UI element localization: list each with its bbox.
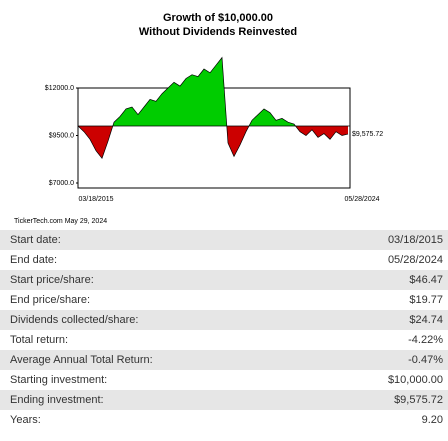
chart-subtitle: Without Dividends Reinvested: [139, 26, 297, 38]
table-row: Start date: 03/18/2015: [0, 230, 448, 250]
summary-table: Start date: 03/18/2015 End date: 05/28/2024…: [0, 230, 448, 430]
value-label: $9,575.72: [352, 131, 383, 138]
x-tick-label: 03/18/2015: [78, 196, 113, 203]
row-value: 05/28/2024: [387, 254, 443, 266]
row-label: Years:: [10, 414, 41, 426]
table-row: Dividends collected/share: $24.74: [0, 310, 448, 330]
row-label: Starting investment:: [10, 374, 108, 386]
area: [78, 57, 348, 159]
row-value: $24.74: [409, 314, 443, 326]
y-tick-label: $12000.0: [45, 85, 74, 92]
row-label: Start price/share:: [10, 274, 94, 286]
chart: Growth of $10,000.00 Without Dividends R…: [14, 12, 383, 225]
row-value: 9.20: [421, 414, 443, 426]
x-tick-label: 05/28/2024: [344, 196, 379, 203]
table-row: Years: 9.20: [0, 410, 448, 430]
row-label: Start date:: [10, 234, 61, 246]
row-value: $9,575.72: [394, 394, 443, 406]
row-value: 03/18/2015: [387, 234, 443, 246]
y-tick-label: $7000.0: [49, 180, 74, 187]
table-row: Total return: -4.22%: [0, 330, 448, 350]
row-value: $19.77: [409, 294, 443, 306]
row-value: -0.47%: [408, 354, 443, 366]
row-value: -4.22%: [408, 334, 443, 346]
row-label: End date:: [10, 254, 58, 266]
line: [77, 56, 349, 160]
table-row: End price/share: $19.77: [0, 290, 448, 310]
table-row: Ending investment: $9,575.72: [0, 390, 448, 410]
table-row: Starting investment: $10,000.00: [0, 370, 448, 390]
row-label: End price/share:: [10, 294, 91, 306]
row-label: Average Annual Total Return:: [10, 354, 153, 366]
row-label: Ending investment:: [10, 394, 104, 406]
row-label: Total return:: [10, 334, 69, 346]
table-row: End date: 05/28/2024: [0, 250, 448, 270]
table-row: Start price/share: $46.47: [0, 270, 448, 290]
row-value: $46.47: [409, 274, 443, 286]
table-row: Average Annual Total Return: -0.47%: [0, 350, 448, 370]
chart-title: Growth of $10,000.00: [163, 12, 273, 24]
row-label: Dividends collected/share:: [10, 314, 139, 326]
credit: TickerTech.com May 29, 2024: [14, 218, 107, 225]
y-tick-label: $9500.0: [49, 132, 74, 139]
row-value: $10,000.00: [387, 374, 443, 386]
